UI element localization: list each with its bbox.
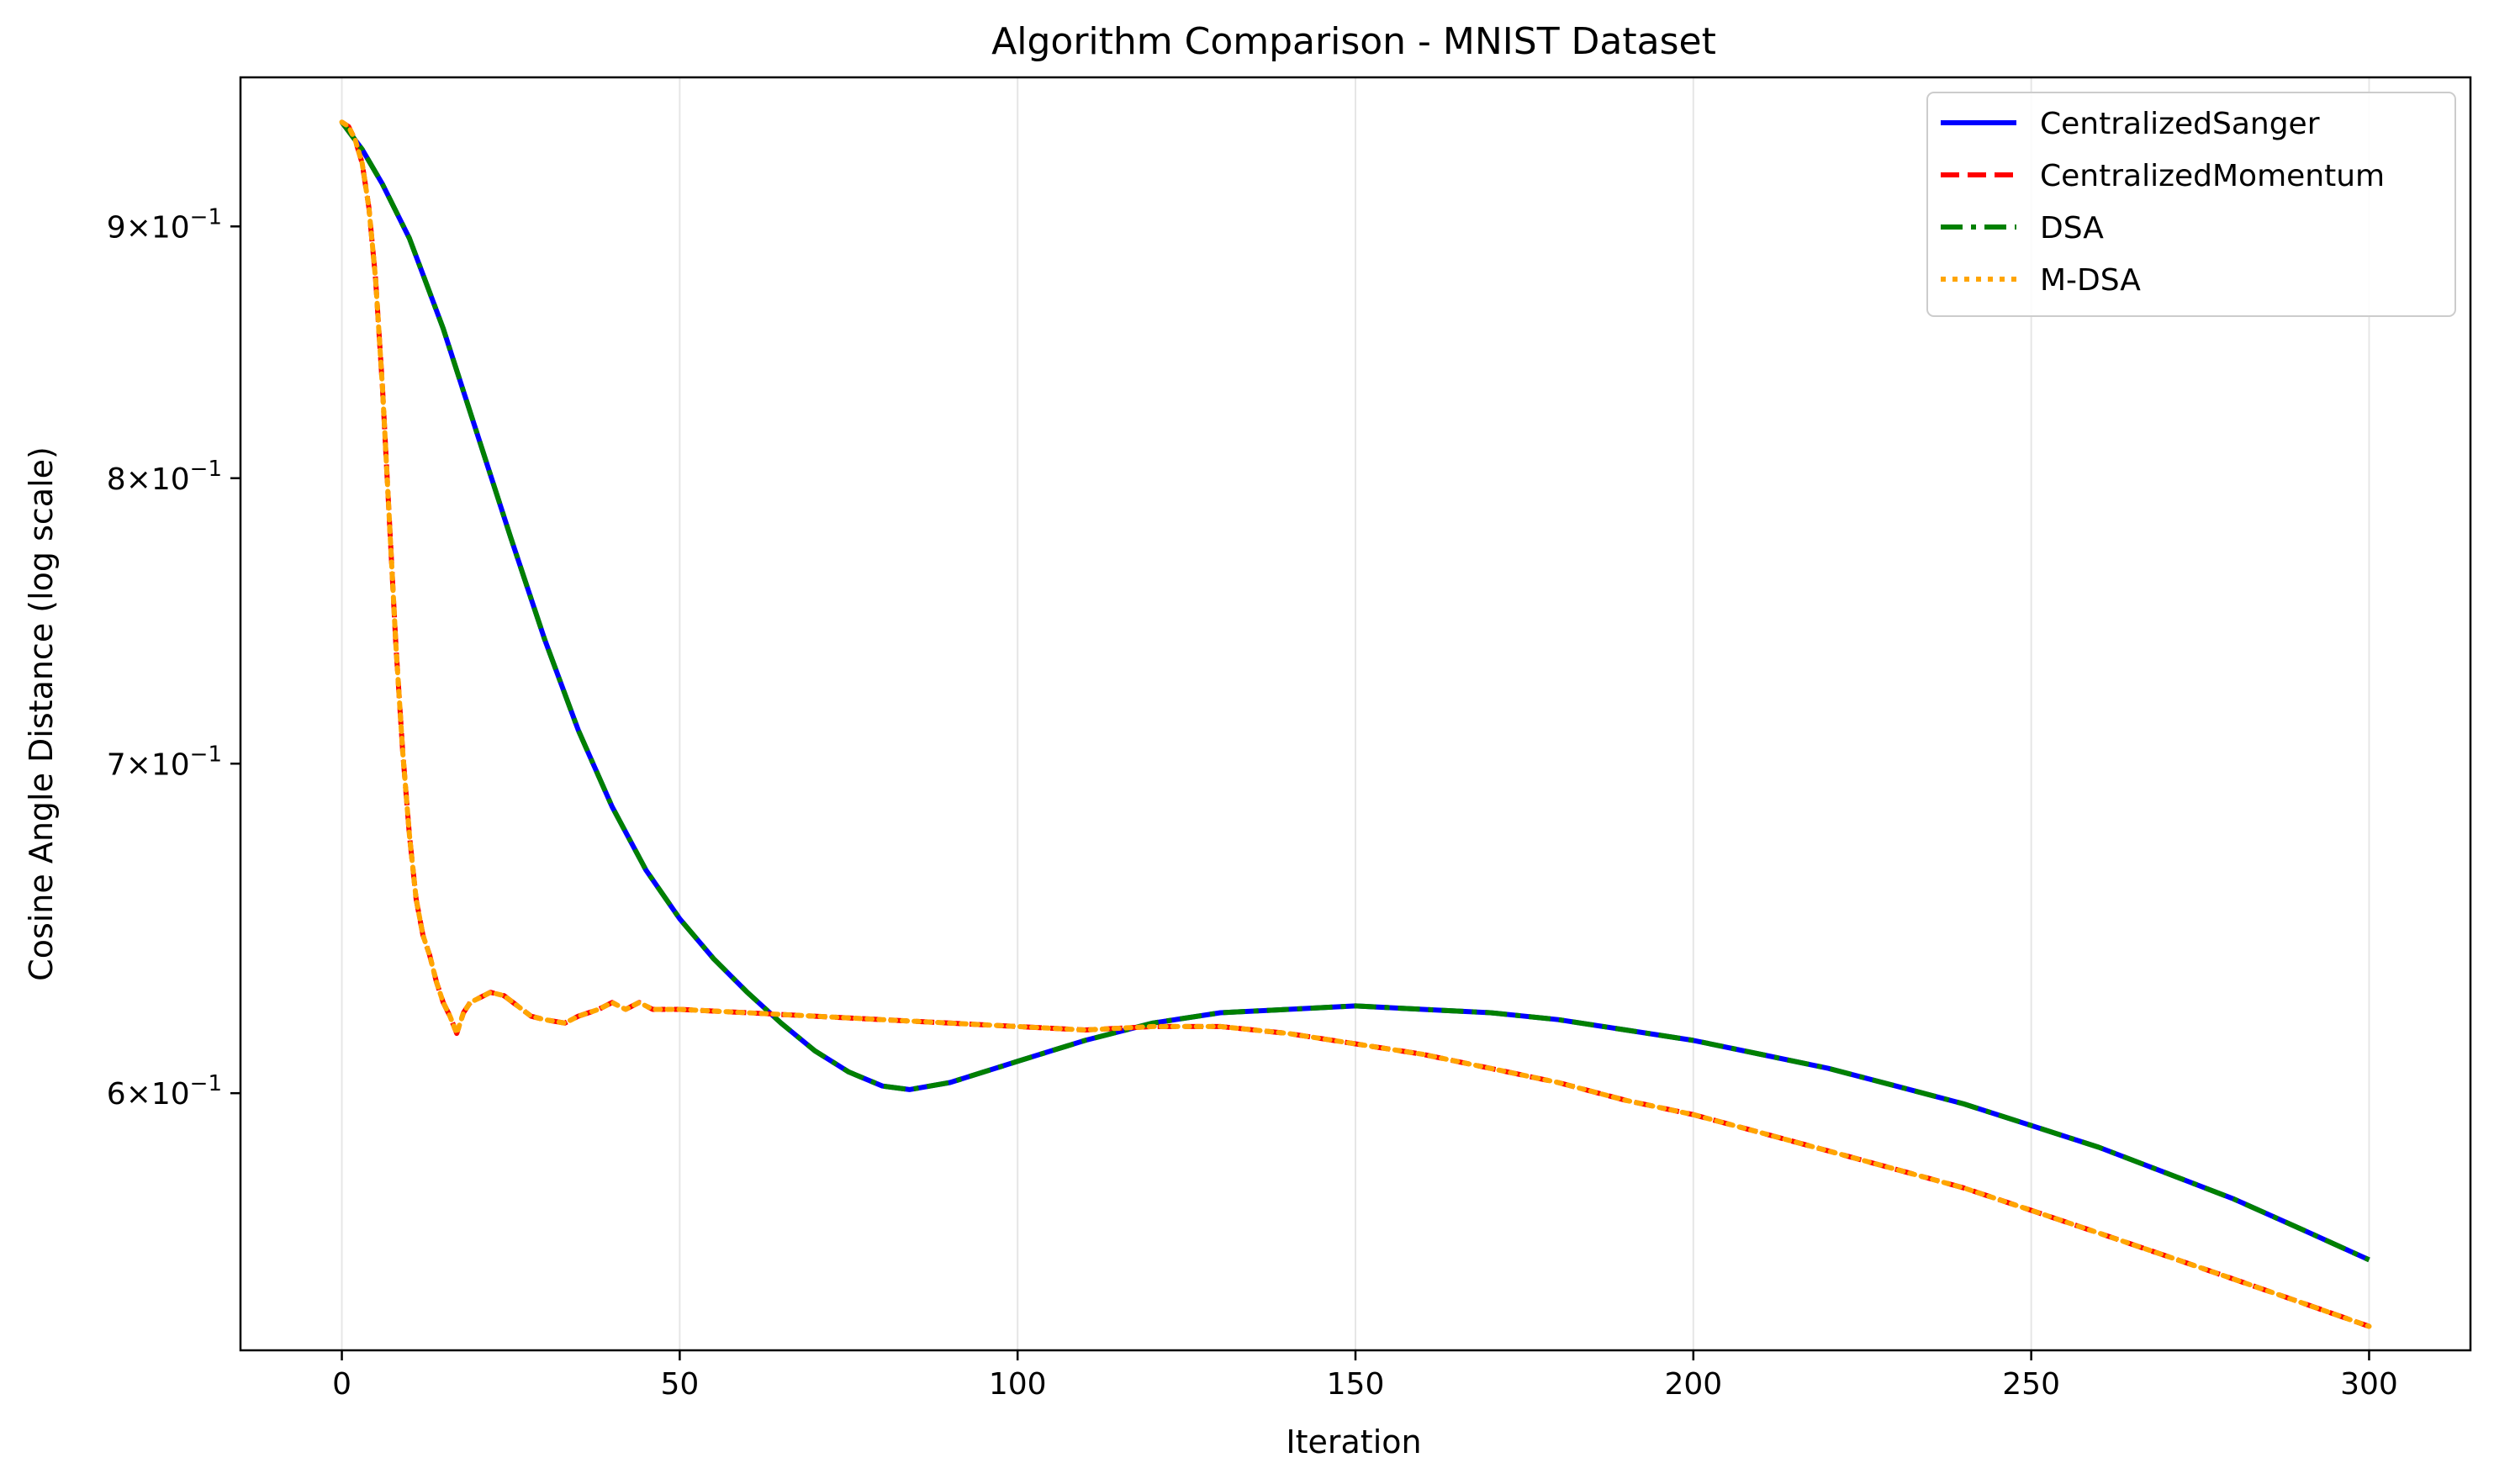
- series-layer: [339, 119, 2372, 1329]
- y-tick-base: ×10: [126, 462, 190, 497]
- y-tick-mantissa: 8: [107, 462, 126, 497]
- y-axis-ticks: 6×10−17×10−18×10−19×10−1: [107, 204, 240, 1112]
- x-tick-label: 200: [1664, 1367, 1722, 1402]
- x-tick-label: 250: [2002, 1367, 2060, 1402]
- x-tick-label: 150: [1327, 1367, 1385, 1402]
- x-tick-label: 300: [2340, 1367, 2398, 1402]
- x-tick-label: 100: [989, 1367, 1047, 1402]
- chart-title: Algorithm Comparison - MNIST Dataset: [991, 20, 1716, 63]
- legend-entries: CentralizedSanger CentralizedMomentum DSA M…: [1941, 107, 2385, 298]
- legend-label: M-DSA: [2040, 263, 2141, 298]
- y-tick-mantissa: 6: [107, 1077, 126, 1112]
- grid-layer: [341, 77, 2370, 1350]
- x-tick-label: 0: [332, 1367, 351, 1402]
- y-tick-label: 6×10−1: [107, 1071, 222, 1112]
- y-tick-exponent: −1: [190, 1071, 222, 1096]
- y-tick-label: 9×10−1: [107, 204, 222, 245]
- y-tick-exponent: −1: [190, 457, 222, 482]
- y-tick-base: ×10: [126, 1077, 190, 1112]
- y-tick-base: ×10: [126, 210, 190, 245]
- x-axis-ticks: 0 50 100 150 200 250 300: [332, 1350, 2398, 1402]
- y-axis-label: Cosine Angle Distance (log scale): [23, 446, 60, 981]
- y-tick-mantissa: 7: [107, 747, 126, 782]
- y-tick-exponent: −1: [190, 204, 222, 230]
- y-tick-exponent: −1: [190, 742, 222, 767]
- y-tick-label: 7×10−1: [107, 742, 222, 782]
- legend-label: CentralizedSanger: [2040, 107, 2320, 141]
- legend: CentralizedSanger CentralizedMomentum DSA M…: [1926, 92, 2456, 317]
- legend-label: DSA: [2040, 211, 2104, 246]
- y-tick-mantissa: 9: [107, 210, 126, 245]
- y-tick-base: ×10: [126, 747, 190, 782]
- legend-label: CentralizedMomentum: [2040, 159, 2385, 193]
- y-tick-label: 8×10−1: [107, 457, 222, 497]
- x-tick-label: 50: [660, 1367, 699, 1402]
- x-axis-label: Iteration: [1286, 1423, 1421, 1460]
- legend-frame: [1926, 92, 2456, 317]
- series-line-m-dsa: [339, 119, 2372, 1329]
- series-line-dsa: [340, 120, 2370, 1263]
